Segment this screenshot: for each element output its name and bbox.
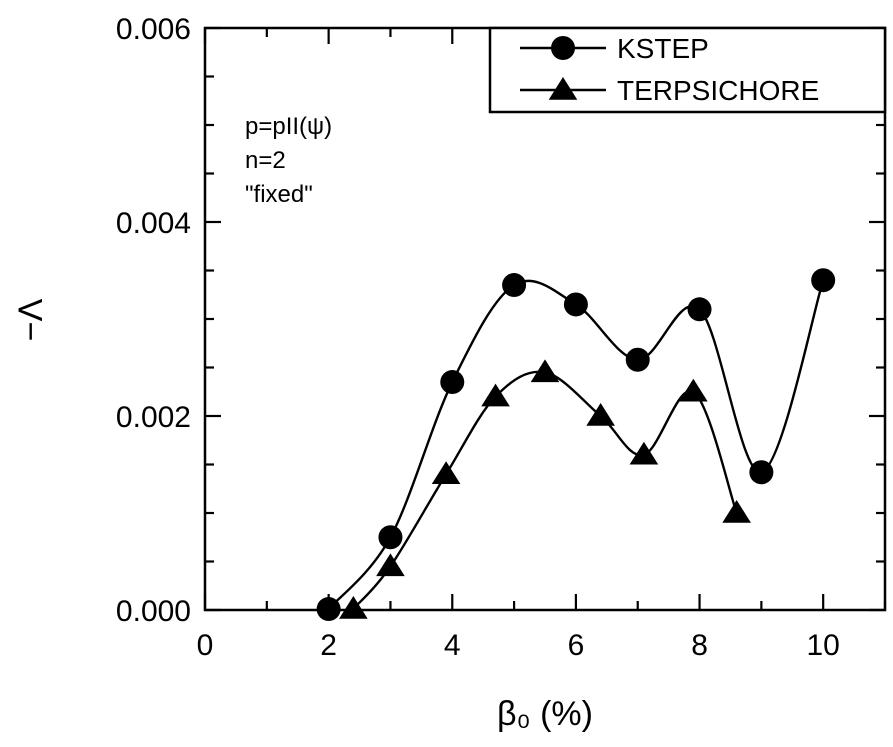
legend-label-terpsichore: TERPSICHORE <box>617 75 819 106</box>
point-terpsichore-4 <box>481 383 510 407</box>
annotation-mode: n=2 <box>245 147 286 174</box>
x-tick-label-8: 8 <box>691 629 708 662</box>
point-terpsichore-5 <box>530 359 560 383</box>
point-kstep-8 <box>749 460 774 485</box>
curves-layer <box>327 279 825 610</box>
y-axis-label: −Λ <box>12 298 50 341</box>
point-terpsichore-6 <box>586 403 615 426</box>
point-terpsichore-9 <box>722 500 751 523</box>
point-terpsichore-7 <box>629 441 659 465</box>
point-kstep-4 <box>502 273 527 298</box>
annotation-block: p=pII(ψ) n=2 "fixed" <box>245 113 332 208</box>
y-tick-label-0-004: 0.004 <box>116 207 191 240</box>
point-kstep-6 <box>625 347 650 372</box>
point-terpsichore-2 <box>376 553 405 577</box>
legend-marker-kstep <box>551 36 575 60</box>
x-tick-label-6: 6 <box>568 629 585 662</box>
point-kstep-7 <box>687 297 712 322</box>
point-terpsichore-8 <box>679 378 708 402</box>
point-terpsichore-1 <box>339 596 368 619</box>
y-tick-label-0-006: 0.006 <box>116 13 191 46</box>
point-kstep-9 <box>811 268 836 293</box>
point-kstep-5 <box>563 292 588 317</box>
point-terpsichore-3 <box>431 461 461 484</box>
y-tick-label-0-000: 0.000 <box>116 595 191 628</box>
legend-label-kstep: KSTEP <box>617 33 709 64</box>
annotation-boundary: "fixed" <box>245 181 313 208</box>
series-line-kstep <box>327 279 825 610</box>
y-tick-label-0-002: 0.002 <box>116 401 191 434</box>
x-tick-label-0: 0 <box>197 629 214 662</box>
point-kstep-1 <box>316 597 341 622</box>
point-kstep-3 <box>440 370 465 395</box>
markers-layer <box>316 268 836 622</box>
x-tick-label-4: 4 <box>444 629 461 662</box>
legend: KSTEP TERPSICHORE <box>488 26 887 114</box>
x-tick-label-2: 2 <box>320 629 337 662</box>
x-axis-label: β₀ (%) <box>497 695 593 733</box>
annotation-pressure: p=pII(ψ) <box>245 113 332 140</box>
point-kstep-2 <box>378 525 403 550</box>
legend-marker-terpsichore <box>548 77 578 100</box>
x-tick-label-10: 10 <box>806 629 839 662</box>
